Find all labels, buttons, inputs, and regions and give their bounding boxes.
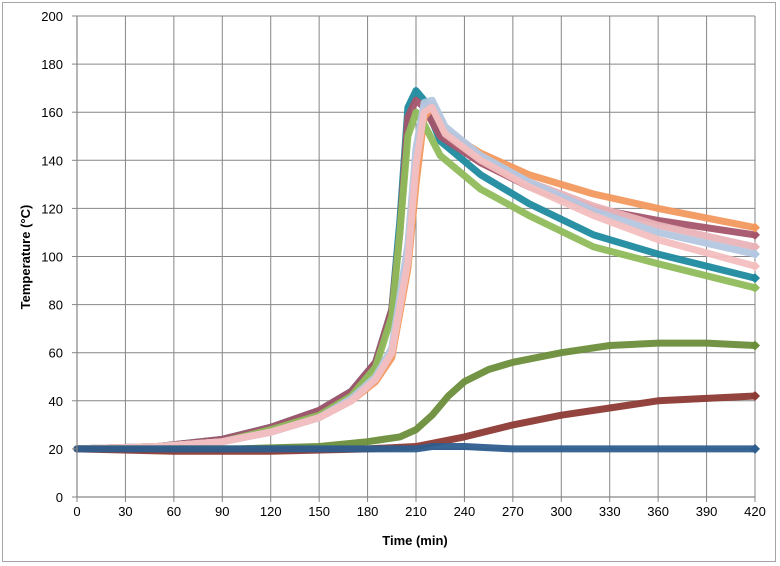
x-tick-label: 150 — [308, 504, 330, 519]
series-end-marker — [750, 340, 760, 351]
y-tick-label: 100 — [41, 250, 63, 265]
x-tick-label: 240 — [454, 504, 476, 519]
series-end-marker — [750, 443, 760, 454]
series-line — [73, 103, 759, 453]
axes: 0 30 60 90 120 150 180 210 240 270 300 330 360 390 420… — [41, 9, 766, 519]
series-end-marker — [750, 229, 760, 240]
y-tick-label: 40 — [49, 394, 63, 409]
y-tick-label: 60 — [49, 346, 63, 361]
x-tick-label: 210 — [405, 504, 427, 519]
series-end-marker — [750, 273, 760, 284]
x-tick-label: 120 — [260, 504, 282, 519]
y-tick-label: 120 — [41, 201, 63, 216]
x-tick-label: 270 — [502, 504, 524, 519]
series-end-marker — [750, 249, 760, 260]
y-tick-label: 0 — [56, 490, 63, 505]
x-tick-label: 300 — [550, 504, 572, 519]
x-tick-label: 0 — [73, 504, 80, 519]
y-axis-title: Temperature (°C) — [18, 205, 33, 310]
x-tick-label: 90 — [215, 504, 229, 519]
series-10 — [73, 443, 760, 454]
series-7 — [73, 103, 760, 453]
y-tick-label: 20 — [49, 442, 63, 457]
series-end-marker — [750, 241, 760, 252]
x-axis-title: Time (min) — [382, 533, 448, 548]
series-group — [73, 87, 760, 455]
y-tick-label: 180 — [41, 57, 63, 72]
x-tick-label: 60 — [167, 504, 181, 519]
series-end-marker — [750, 282, 760, 293]
x-tick-label: 390 — [696, 504, 718, 519]
x-tick-label: 360 — [647, 504, 669, 519]
series-end-marker — [750, 390, 760, 401]
y-tick-label: 140 — [41, 153, 63, 168]
x-tick-label: 420 — [744, 504, 766, 519]
y-tick-label: 200 — [41, 9, 63, 24]
y-tick-label: 80 — [49, 298, 63, 313]
series-line — [73, 443, 759, 453]
series-end-marker — [750, 261, 760, 272]
y-tick-label: 160 — [41, 105, 63, 120]
x-tick-label: 180 — [357, 504, 379, 519]
x-tick-label: 330 — [599, 504, 621, 519]
series-end-marker — [750, 222, 760, 233]
x-tick-label: 30 — [118, 504, 132, 519]
